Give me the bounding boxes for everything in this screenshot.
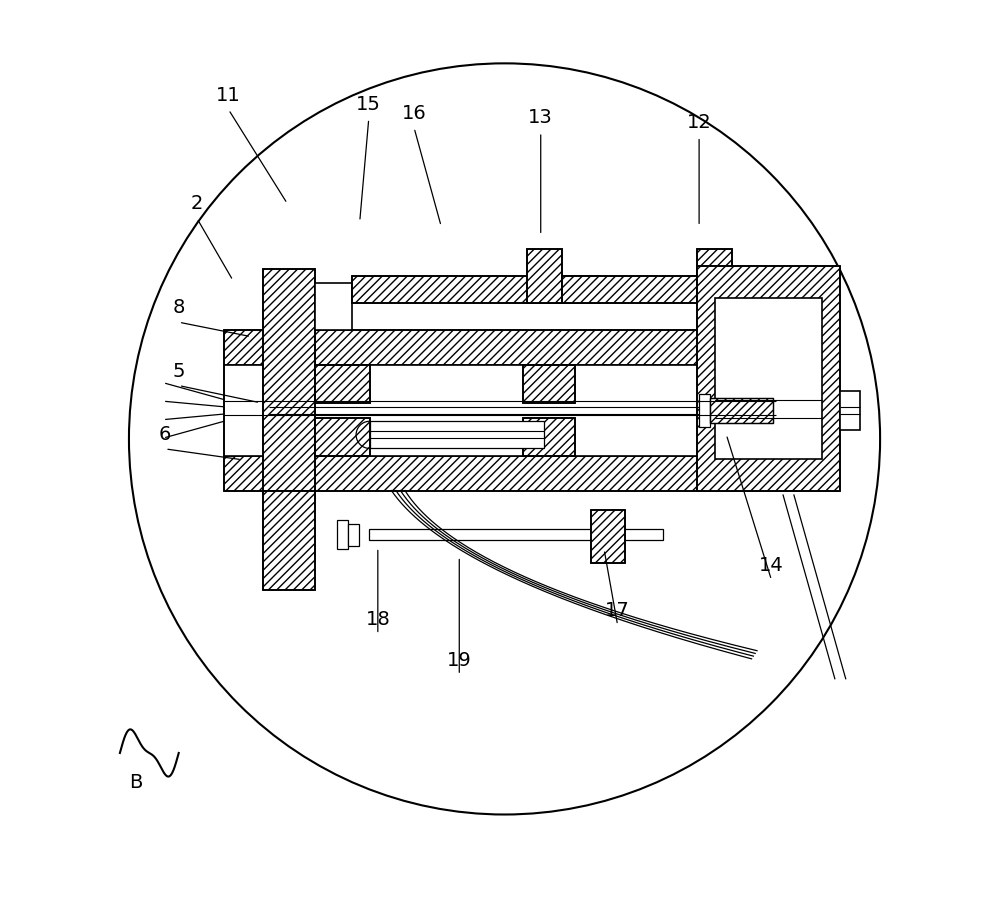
- Bar: [224, 456, 839, 491]
- Text: B: B: [130, 774, 143, 792]
- Bar: [523, 418, 575, 456]
- Bar: [523, 365, 575, 403]
- Text: 6: 6: [159, 425, 171, 443]
- Text: 8: 8: [173, 299, 185, 317]
- Text: 11: 11: [216, 86, 241, 104]
- Bar: [697, 266, 840, 491]
- Bar: [710, 398, 773, 424]
- Bar: [263, 269, 315, 491]
- Text: 2: 2: [191, 195, 203, 213]
- Text: 18: 18: [365, 611, 390, 629]
- Bar: [527, 249, 562, 303]
- Bar: [840, 391, 860, 431]
- Bar: [315, 365, 370, 403]
- Text: 15: 15: [356, 95, 381, 113]
- Bar: [710, 398, 773, 424]
- Bar: [263, 491, 315, 590]
- Bar: [315, 418, 370, 456]
- Text: 19: 19: [447, 652, 472, 670]
- Bar: [315, 418, 370, 456]
- Bar: [699, 395, 710, 427]
- Text: 16: 16: [402, 104, 426, 122]
- Bar: [370, 422, 544, 449]
- Text: 5: 5: [172, 362, 185, 380]
- Bar: [369, 529, 663, 540]
- Text: 17: 17: [605, 602, 630, 620]
- Bar: [337, 520, 348, 549]
- Bar: [348, 524, 359, 546]
- Bar: [697, 249, 732, 303]
- Text: 14: 14: [759, 557, 784, 575]
- Bar: [315, 365, 370, 403]
- Text: 12: 12: [687, 113, 711, 131]
- Bar: [715, 298, 822, 459]
- Bar: [697, 249, 732, 303]
- Bar: [562, 276, 708, 303]
- Bar: [590, 510, 625, 563]
- Bar: [527, 249, 562, 303]
- Bar: [523, 365, 575, 403]
- Bar: [590, 510, 625, 563]
- Bar: [224, 330, 839, 491]
- Text: 13: 13: [528, 109, 553, 127]
- Bar: [562, 276, 708, 303]
- Bar: [315, 283, 352, 330]
- Bar: [523, 418, 575, 456]
- Bar: [352, 276, 600, 303]
- Bar: [224, 365, 839, 456]
- Bar: [263, 491, 315, 590]
- Bar: [263, 269, 315, 491]
- Bar: [224, 330, 839, 365]
- Bar: [352, 276, 600, 303]
- Bar: [697, 266, 840, 491]
